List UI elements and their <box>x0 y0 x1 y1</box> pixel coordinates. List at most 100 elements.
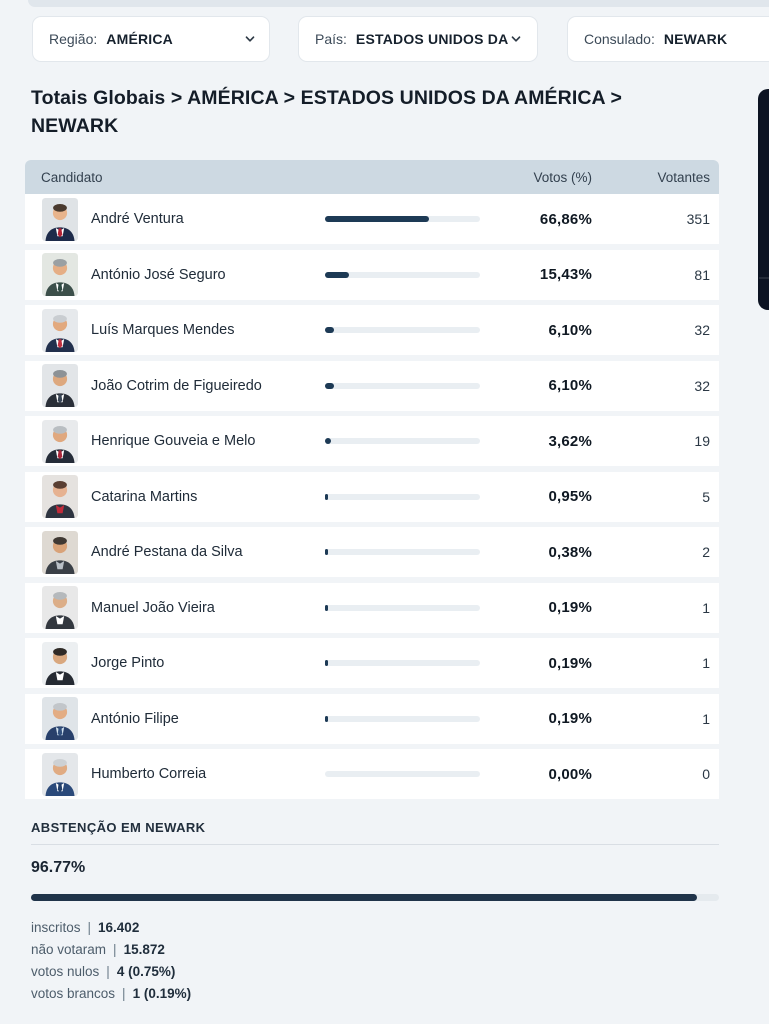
vote-count: 32 <box>694 377 710 394</box>
table-row: Henrique Gouveia e Melo 3,62% 19 <box>25 416 719 466</box>
chevron-down-icon <box>244 33 256 45</box>
stat-value: 4 (0.75%) <box>116 964 176 979</box>
vote-bar-fill <box>325 549 328 555</box>
stat-line: inscritos | 16.402 <box>31 917 719 939</box>
candidate-name: Humberto Correia <box>91 766 207 782</box>
region-select[interactable]: Região: AMÉRICA <box>32 16 270 62</box>
stat-value: 1 (0.19%) <box>132 986 192 1001</box>
vote-percent: 6,10% <box>548 377 592 394</box>
vote-count: 351 <box>686 211 710 227</box>
vote-bar-track <box>325 382 480 389</box>
stat-label: inscritos <box>31 920 81 935</box>
vote-bar-track <box>325 216 480 222</box>
abstention-title: ABSTENÇÃO EM NEWARK <box>31 820 206 835</box>
country-label: País: <box>315 31 347 47</box>
breadcrumb: Totais Globais > AMÉRICA > ESTADOS UNIDO… <box>31 87 623 137</box>
candidate-name: Luís Marques Mendes <box>91 322 235 338</box>
stat-value: 16.402 <box>98 920 140 935</box>
candidate-name: André Ventura <box>91 211 184 227</box>
table-row: António José Seguro 15,43% 81 <box>25 249 719 300</box>
region-label: Região: <box>49 31 98 47</box>
candidate-name: António Filipe <box>91 710 179 727</box>
vote-percent: 0,00% <box>548 765 592 783</box>
top-card-edge <box>28 0 769 7</box>
vote-bar-fill <box>325 660 328 666</box>
consulate-select[interactable]: Consulado: NEWARK <box>567 16 769 62</box>
abstention-bar-fill <box>31 894 697 901</box>
vote-count: 81 <box>694 266 710 283</box>
vote-count: 32 <box>694 322 710 338</box>
vote-bar-fill <box>325 216 429 222</box>
region-value: AMÉRICA <box>106 31 173 47</box>
abstention-section: ABSTENÇÃO EM NEWARK 96.77% inscritos | 16.… <box>31 820 719 1005</box>
candidate-name: André Pestana da Silva <box>91 544 243 560</box>
table-row: Humberto Correia 0,00% 0 <box>25 749 719 799</box>
vote-percent: 0,19% <box>548 599 592 616</box>
stat-label: votos brancos <box>31 986 116 1001</box>
table-row: André Ventura 66,86% 351 <box>25 194 719 244</box>
vote-bar-fill <box>325 438 331 444</box>
vote-count: 19 <box>694 433 710 449</box>
stat-line: votos nulos | 4 (0.75%) <box>31 961 719 983</box>
vote-bar-fill <box>325 493 328 500</box>
vote-count: 1 <box>702 710 710 727</box>
vote-percent: 0,95% <box>548 488 592 505</box>
table-row: André Pestana da Silva 0,38% 2 <box>25 527 719 577</box>
header-candidato: Candidato <box>41 169 103 185</box>
vote-bar-track <box>325 438 480 444</box>
candidate-avatar <box>42 752 78 796</box>
candidate-name: Jorge Pinto <box>91 655 165 671</box>
results-table: Candidato Votos (%) Votantes André Ventu… <box>25 160 719 799</box>
stat-separator: | <box>113 942 117 957</box>
table-row: João Cotrim de Figueiredo 6,10% 32 <box>25 360 719 411</box>
vote-percent: 0,38% <box>548 543 592 561</box>
vote-bar-fill <box>325 715 328 722</box>
consulate-value: NEWARK <box>663 31 728 47</box>
vote-percent: 66,86% <box>539 210 592 228</box>
candidate-avatar <box>42 419 78 463</box>
stat-line: não votaram | 15.872 <box>31 939 719 961</box>
abstention-bar <box>31 894 719 901</box>
vote-percent: 0,19% <box>548 710 592 727</box>
candidate-name: Manuel João Vieira <box>91 599 215 616</box>
country-select[interactable]: País: ESTADOS UNIDOS DA <box>298 16 538 62</box>
candidate-name: Catarina Martins <box>91 488 198 505</box>
vote-bar-track <box>325 715 480 722</box>
vote-bar-track <box>325 271 480 278</box>
vote-count: 1 <box>702 599 710 616</box>
consulate-label: Consulado: <box>584 31 655 47</box>
filter-bar: Região: AMÉRICA País: ESTADOS UNIDOS DA … <box>0 16 769 62</box>
candidate-name: Henrique Gouveia e Melo <box>91 433 256 449</box>
candidate-avatar <box>42 197 78 241</box>
stat-line: votos brancos | 1 (0.19%) <box>31 983 719 1005</box>
chevron-down-icon <box>510 33 522 45</box>
vote-bar-track <box>325 549 480 555</box>
vote-bar-track <box>325 493 480 500</box>
stat-value: 15.872 <box>123 942 165 957</box>
candidate-avatar <box>42 586 78 629</box>
candidate-name: João Cotrim de Figueiredo <box>91 377 262 394</box>
header-votos: Votos (%) <box>533 169 592 185</box>
vote-percent: 0,19% <box>548 654 592 672</box>
table-row: Manuel João Vieira 0,19% 1 <box>25 582 719 633</box>
candidate-avatar <box>42 697 78 740</box>
side-widget[interactable] <box>758 89 769 310</box>
table-row: Jorge Pinto 0,19% 1 <box>25 638 719 688</box>
vote-bar-fill <box>325 382 334 389</box>
divider <box>31 844 719 845</box>
vote-percent: 6,10% <box>548 321 592 339</box>
country-value: ESTADOS UNIDOS DA <box>355 31 509 47</box>
candidate-avatar <box>42 475 78 518</box>
vote-bar-fill <box>325 604 328 611</box>
abstention-stats: inscritos | 16.402 não votaram | 15.872 voto… <box>31 917 719 1005</box>
header-votantes: Votantes <box>657 169 710 185</box>
abstention-percent: 96.77% <box>31 859 86 876</box>
table-row: Catarina Martins 0,95% 5 <box>25 471 719 522</box>
table-row: António Filipe 0,19% 1 <box>25 693 719 744</box>
vote-count: 0 <box>702 766 710 782</box>
table-header: Candidato Votos (%) Votantes <box>25 160 719 194</box>
candidate-avatar <box>42 253 78 296</box>
candidate-avatar <box>42 641 78 685</box>
vote-percent: 15,43% <box>539 266 592 283</box>
vote-bar-fill <box>325 271 349 278</box>
